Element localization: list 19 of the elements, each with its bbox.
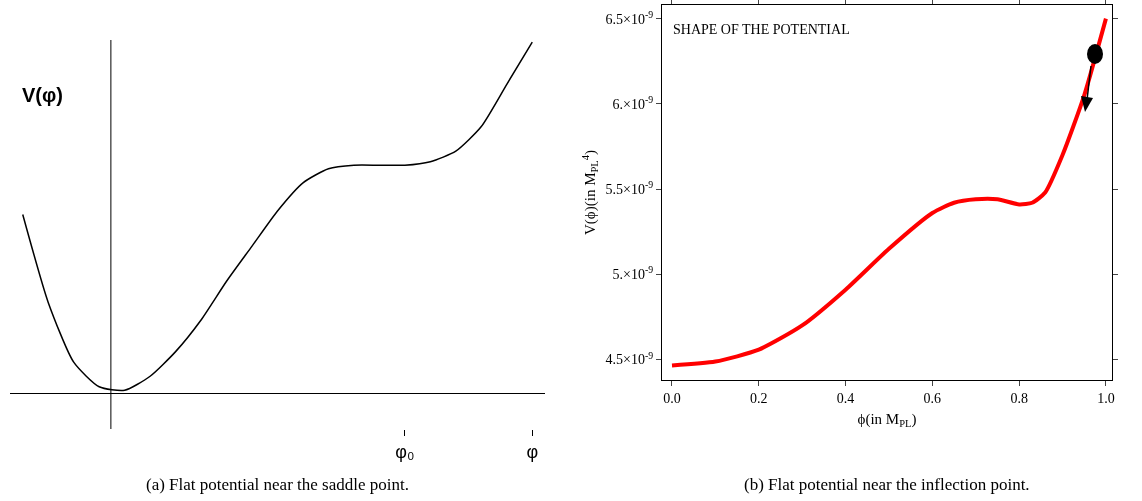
- y-tick-label: 5.×10$^{-9}$: [612, 264, 654, 283]
- y-tick-label: 4.5×10$^{-9}$: [605, 349, 654, 368]
- x-tick-label: 1.0: [1097, 390, 1115, 406]
- x-tick-label: φ: [526, 441, 539, 462]
- y-tick-label: 6.×10$^{-9}$: [612, 93, 654, 112]
- x-tick-label: 0.6: [923, 390, 942, 406]
- line-series: [669, 16, 1108, 368]
- x-axis-title: ϕ(in M$_{PL}$): [857, 410, 917, 429]
- x-tick-label: 0.2: [750, 390, 768, 406]
- text: (a) Flat potential near the saddle point.: [146, 475, 409, 494]
- x-tick-label: 0.0: [663, 390, 681, 406]
- text: (b) Flat potential near the inflection point.: [744, 475, 1030, 494]
- annotation: SHAPE OF THE POTENTIAL: [673, 22, 850, 37]
- y-tick-label: 5.5×10$^{-9}$: [605, 179, 654, 197]
- x-tick-label: 0.8: [1010, 390, 1028, 406]
- x-tick-label: φ₀: [395, 441, 415, 462]
- y-tick-label: 6.5×10$^{-9}$: [605, 8, 654, 27]
- x-tick-label: 0.4: [836, 390, 855, 406]
- y-axis-title: V(φ): [22, 84, 63, 106]
